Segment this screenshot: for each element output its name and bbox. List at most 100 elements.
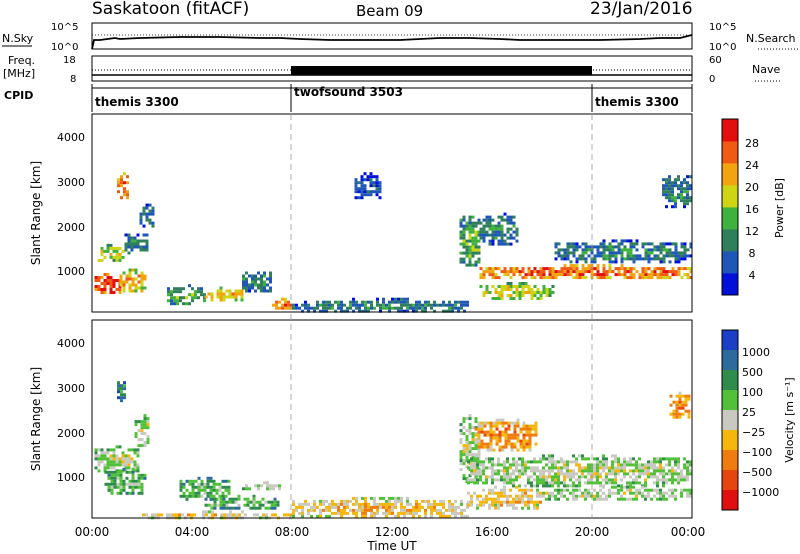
- vel-cbar-tick-m25: −25: [742, 426, 765, 439]
- xlabel: Time UT: [366, 539, 417, 553]
- cpid-segment-2: twofsound 3503: [294, 85, 403, 99]
- cpid-segment-1: themis 3300: [95, 95, 179, 109]
- power-cbar-tick-28: 28: [745, 137, 759, 150]
- scatter-region-15: [479, 264, 693, 280]
- scatter-region-10: [474, 418, 538, 452]
- velocity-colorbar-swatch-2: [722, 370, 738, 391]
- velocity-colorbar-swatch-7: [722, 470, 738, 491]
- velocity-colorbar-swatch-0: [722, 330, 738, 351]
- scatter-region-11: [354, 172, 382, 200]
- power-cbar-tick-12: 12: [745, 225, 759, 238]
- noise-right-tick-top: 10^5: [709, 22, 736, 33]
- velocity-panel-frame: [91, 319, 693, 519]
- xtick-2000: 20:00: [575, 525, 610, 539]
- scatter-region-8: [292, 496, 469, 518]
- scatter-region-3: [124, 233, 149, 255]
- scatter-region-1: [104, 467, 147, 495]
- scatter-region-17: [662, 175, 692, 209]
- power-cbar-tick-8: 8: [749, 247, 756, 260]
- velocity-ylabel: Slant Range [km]: [29, 367, 43, 471]
- noise-right-tick-bottom: 10^0: [709, 42, 736, 53]
- vel-cbar-tick-m500: −500: [742, 466, 772, 479]
- velocity-heatmap: [94, 381, 692, 520]
- scatter-region-0: [94, 273, 122, 294]
- nave-tick-top: 60: [709, 55, 722, 66]
- velocity-colorbar-swatch-5: [722, 430, 738, 451]
- cpid-segment-3: themis 3300: [595, 95, 679, 109]
- freq-panel: Freq. [MHz] 18 8 60 0 Nave: [3, 54, 780, 85]
- scatter-region-12: [467, 454, 692, 488]
- power-panel: Slant Range [km] 1000 2000 3000 4000: [29, 113, 693, 313]
- scatter-region-0: [94, 445, 140, 473]
- noise-left-label: N.Sky: [2, 32, 34, 45]
- noise-right-label: N.Search: [746, 32, 796, 45]
- scatter-region-6: [167, 284, 206, 306]
- noise-panel-frame: [91, 22, 693, 50]
- power-colorbar: 4 8 12 16 20 24 28 Power [dB]: [721, 118, 786, 296]
- scatter-region-2: [97, 243, 125, 262]
- freq-tick-bottom: 8: [70, 74, 76, 85]
- xtick-2400: 00:00: [671, 525, 706, 539]
- nave-label: Nave: [752, 63, 780, 76]
- date-title: 23/Jan/2016: [590, 0, 693, 19]
- scatter-region-8: [242, 271, 272, 293]
- freq-sounding-block: [291, 66, 592, 75]
- xtick-1600: 16:00: [475, 525, 510, 539]
- nave-tick-bottom: 0: [709, 74, 715, 85]
- power-cbar-tick-16: 16: [745, 203, 759, 216]
- noise-left-tick-top: 10^5: [51, 22, 78, 33]
- freq-tick-top: 18: [63, 55, 76, 66]
- scatter-region-3: [117, 381, 126, 403]
- scatter-region-10: [292, 297, 469, 313]
- power-cbar-label: Power [dB]: [773, 178, 786, 238]
- time-axis: 00:00 04:00 08:00 12:00 16:00 20:00 00:0…: [75, 525, 706, 553]
- xtick-0800: 08:00: [275, 525, 310, 539]
- power-colorbar-frame: [721, 118, 739, 296]
- scatter-region-16: [554, 239, 693, 264]
- power-panel-frame: [91, 113, 693, 313]
- power-ylabel: Slant Range [km]: [29, 161, 43, 265]
- velocity-colorbar-swatch-1: [722, 350, 738, 371]
- velocity-ytick-2000: 2000: [57, 427, 85, 440]
- power-heatmap: [94, 172, 693, 313]
- scatter-region-13: [542, 485, 692, 501]
- scatter-region-14: [479, 282, 555, 300]
- freq-label: Freq.: [8, 54, 35, 67]
- scatter-region-12: [459, 215, 481, 267]
- station-title: Saskatoon (fitACF): [92, 0, 249, 19]
- vel-cbar-tick-m1000: −1000: [742, 486, 779, 499]
- velocity-colorbar-swatch-8: [722, 490, 738, 511]
- velocity-cbar-label: Velocity [m s⁻¹]: [783, 377, 796, 462]
- power-colorbar-swatch-5: [722, 163, 738, 186]
- power-colorbar-swatch-1: [722, 251, 738, 274]
- noise-sky-line: [91, 34, 693, 50]
- xtick-0000: 00:00: [75, 525, 110, 539]
- vel-cbar-tick-m100: −100: [742, 446, 772, 459]
- scatter-region-5: [204, 494, 280, 510]
- power-cbar-tick-4: 4: [749, 269, 756, 282]
- velocity-colorbar-swatch-3: [722, 390, 738, 411]
- power-cbar-tick-24: 24: [745, 159, 759, 172]
- power-colorbar-swatch-0: [722, 273, 738, 296]
- power-ytick-2000: 2000: [57, 221, 85, 234]
- power-ytick-4000: 4000: [57, 131, 85, 144]
- vel-cbar-tick-25: 25: [742, 406, 756, 419]
- scatter-region-4: [117, 172, 129, 200]
- cpid-strip: CPID themis 3300 twofsound 3503 themis 3…: [4, 84, 693, 112]
- beam-title: Beam 09: [356, 2, 423, 20]
- freq-panel-frame: [91, 55, 693, 82]
- velocity-colorbar-frame: [721, 329, 739, 511]
- scatter-region-14: [669, 391, 691, 419]
- scatter-region-6: [242, 481, 281, 491]
- velocity-ytick-3000: 3000: [57, 382, 85, 395]
- scatter-region-4: [179, 476, 231, 501]
- freq-unit: [MHz]: [3, 67, 35, 80]
- vel-cbar-tick-500: 500: [742, 366, 763, 379]
- power-cbar-tick-20: 20: [745, 181, 759, 194]
- velocity-colorbar-swatch-4: [722, 410, 738, 431]
- power-colorbar-swatch-7: [722, 119, 738, 142]
- velocity-ytick-4000: 4000: [57, 337, 85, 350]
- power-ytick-1000: 1000: [57, 265, 85, 278]
- scatter-region-1: [119, 268, 147, 293]
